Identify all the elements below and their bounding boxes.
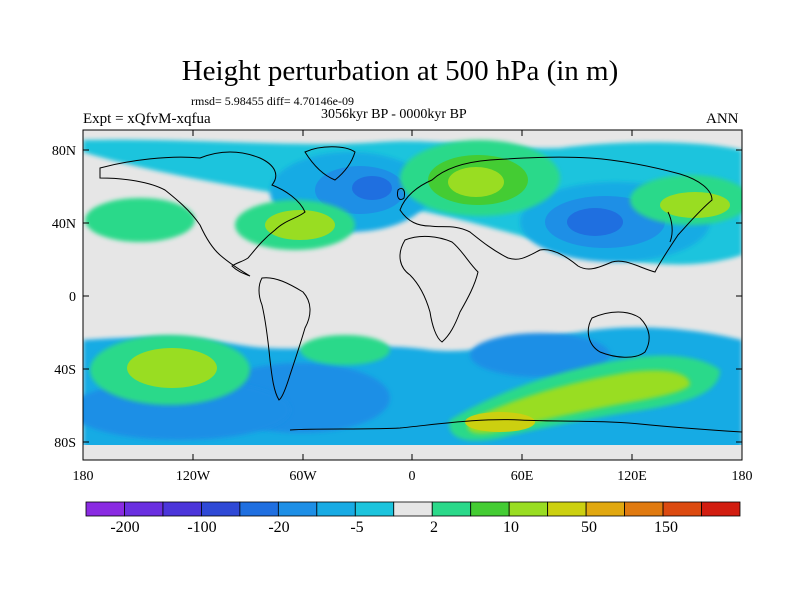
colorbar-label: 50	[581, 519, 597, 536]
colorbar-swatch	[393, 501, 433, 517]
colorbar	[85, 501, 741, 517]
colorbar-swatch	[431, 501, 472, 517]
coast-south-america	[258, 277, 311, 401]
y-tick-label: 0	[69, 290, 76, 305]
colorbar-swatch	[201, 501, 241, 517]
colorbar-swatch	[162, 501, 202, 517]
antarctic-gap	[83, 445, 742, 460]
y-tick-label: 80S	[54, 436, 76, 451]
x-tick-marks	[82, 130, 743, 460]
y-tick-label: 40S	[54, 363, 76, 378]
x-tick-label: 0	[409, 469, 416, 484]
x-tick-label: 60E	[511, 469, 534, 484]
colorbar-swatch	[508, 501, 549, 517]
colorbar-swatch	[585, 501, 625, 517]
colorbar-swatch	[547, 501, 587, 517]
experiment-label: Expt = xQfvM-xqfua	[83, 111, 211, 127]
coast-antarctica	[289, 419, 742, 433]
x-tick-label: 120W	[176, 469, 211, 484]
contour-npac-high	[85, 198, 195, 242]
colorbar-label: -5	[350, 519, 363, 536]
y-tick-label: 40N	[52, 217, 76, 232]
colorbar-swatch	[662, 501, 702, 517]
period-label: 3056kyr BP - 0000kyr BP	[321, 107, 467, 122]
x-tick-label: 180	[732, 469, 753, 484]
colorbar-label: -200	[110, 519, 139, 536]
contour-npac-low-core	[567, 208, 623, 236]
colorbar-label: 10	[503, 519, 519, 536]
contour-scand-high-core	[448, 167, 504, 197]
colorbar-swatch	[85, 501, 125, 517]
x-tick-label: 60W	[289, 469, 317, 484]
contour-satl-high	[300, 335, 390, 365]
contour-natl-low-core	[352, 176, 392, 200]
colorbar-swatch	[124, 501, 164, 517]
coast-japan	[667, 211, 673, 243]
stats-line: rmsd= 5.98455 diff= 4.70146e-09	[191, 94, 354, 108]
x-tick-label: 180	[73, 469, 94, 484]
colorbar-swatch	[239, 501, 279, 517]
colorbar-swatch	[316, 501, 356, 517]
y-tick-label: 80N	[52, 144, 76, 159]
season-label: ANN	[706, 111, 739, 127]
contour-kam-high-core	[660, 192, 730, 218]
contour-ind-low	[470, 333, 610, 377]
colorbar-label: 150	[654, 519, 678, 536]
colorbar-swatch	[624, 501, 664, 517]
plot-title: Height perturbation at 500 hPa (in m)	[181, 55, 619, 87]
contour-field	[83, 130, 742, 460]
y-tick-marks	[83, 149, 742, 443]
coastlines	[99, 146, 742, 433]
colorbar-label: -20	[268, 519, 289, 536]
colorbar-label: -100	[187, 519, 216, 536]
contour-spac-high-core	[127, 348, 217, 388]
colorbar-swatch	[354, 501, 395, 517]
coast-north-america	[99, 151, 306, 277]
colorbar-swatch	[470, 501, 510, 517]
colorbar-swatch	[701, 501, 741, 517]
coast-uk	[397, 187, 405, 201]
colorbar-swatch	[277, 501, 318, 517]
contour-na-high-core	[265, 210, 335, 240]
x-tick-label: 120E	[617, 469, 647, 484]
colorbar-label: 2	[430, 519, 438, 536]
coast-africa	[399, 235, 479, 343]
coast-eurasia	[399, 156, 713, 273]
coast-greenland	[304, 146, 356, 181]
coast-australia	[587, 311, 650, 358]
contour-so-high-core	[465, 412, 535, 432]
